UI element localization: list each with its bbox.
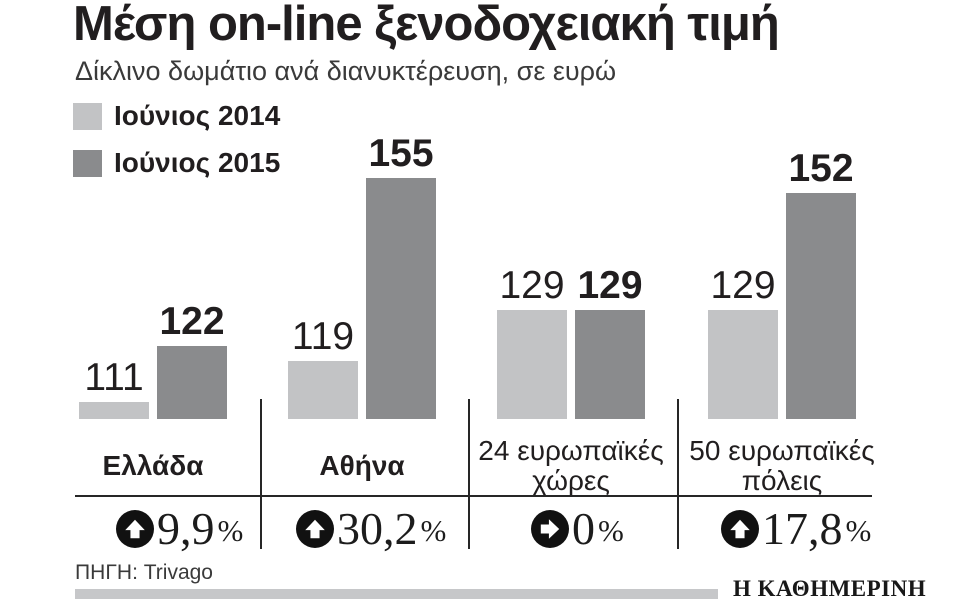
percent-sign: % — [598, 513, 624, 548]
bar-2015-4 — [786, 193, 856, 419]
page-title: Μέση on-line ξενοδοχειακή τιμή — [73, 0, 780, 51]
group-divider-3 — [677, 399, 679, 549]
up-arrow-icon — [116, 509, 154, 548]
legend-label-2014: Ιούνιος 2014 — [114, 100, 281, 131]
group-divider-1 — [260, 399, 262, 549]
value-label-2014-1: 111 — [84, 356, 144, 399]
legend-swatch-2015 — [73, 149, 102, 177]
change-value: 17,8 — [762, 502, 843, 554]
category-label-4: 50 ευρωπαϊκές πόλεις — [689, 435, 875, 496]
value-label-2015-1: 122 — [159, 300, 225, 343]
value-label-2015-3: 129 — [577, 264, 643, 307]
category-label-3: 24 ευρωπαϊκές χώρες — [478, 435, 664, 496]
bar-2014-2 — [288, 361, 358, 419]
bar-2015-3 — [575, 310, 645, 419]
up-arrow-icon — [721, 509, 759, 548]
change-item-1: 9,9% — [116, 502, 244, 554]
up-arrow-icon — [296, 509, 334, 548]
bar-2014-4 — [708, 310, 778, 419]
value-label-2014-4: 129 — [710, 264, 776, 307]
percent-sign: % — [845, 513, 872, 548]
change-item-3: 0% — [531, 502, 624, 554]
change-value: 0 — [572, 502, 595, 554]
footer-rule — [75, 589, 718, 599]
legend-swatch-2014 — [73, 102, 102, 130]
category-label-2: Αθήνα — [319, 450, 405, 481]
value-label-2014-3: 129 — [499, 264, 565, 307]
legend-item-2014: Ιούνιος 2014 — [73, 100, 280, 132]
bar-2015-2 — [366, 178, 436, 419]
value-label-2015-4: 152 — [788, 147, 854, 190]
legend: Ιούνιος 2014 Ιούνιος 2015 — [73, 100, 280, 179]
chart-subtitle: Δίκλινο δωμάτιο ανά διανυκτέρευση, σε ευ… — [75, 56, 617, 86]
category-label-1: Ελλάδα — [102, 450, 204, 481]
percent-sign: % — [217, 513, 244, 548]
separator-line — [75, 495, 872, 497]
source-label: ΠΗΓΗ: Trivago — [75, 561, 213, 584]
percent-sign: % — [420, 513, 447, 548]
group-divider-2 — [468, 399, 470, 549]
change-value: 30,2 — [337, 502, 418, 554]
legend-label-2015: Ιούνιος 2015 — [114, 147, 281, 178]
legend-item-2015: Ιούνιος 2015 — [73, 147, 280, 179]
bar-2014-3 — [497, 310, 567, 419]
change-value: 9,9 — [157, 502, 215, 554]
publisher-logo: Η ΚΑΘΗΜΕΡΙΝΗ — [733, 576, 927, 601]
change-item-2: 30,2% — [296, 502, 447, 554]
flat-arrow-icon — [531, 509, 569, 548]
bar-2014-1 — [79, 402, 149, 419]
value-label-2014-2: 119 — [291, 315, 355, 358]
change-item-4: 17,8% — [721, 502, 872, 554]
bar-2015-1 — [157, 346, 227, 419]
value-label-2015-2: 155 — [368, 132, 434, 175]
